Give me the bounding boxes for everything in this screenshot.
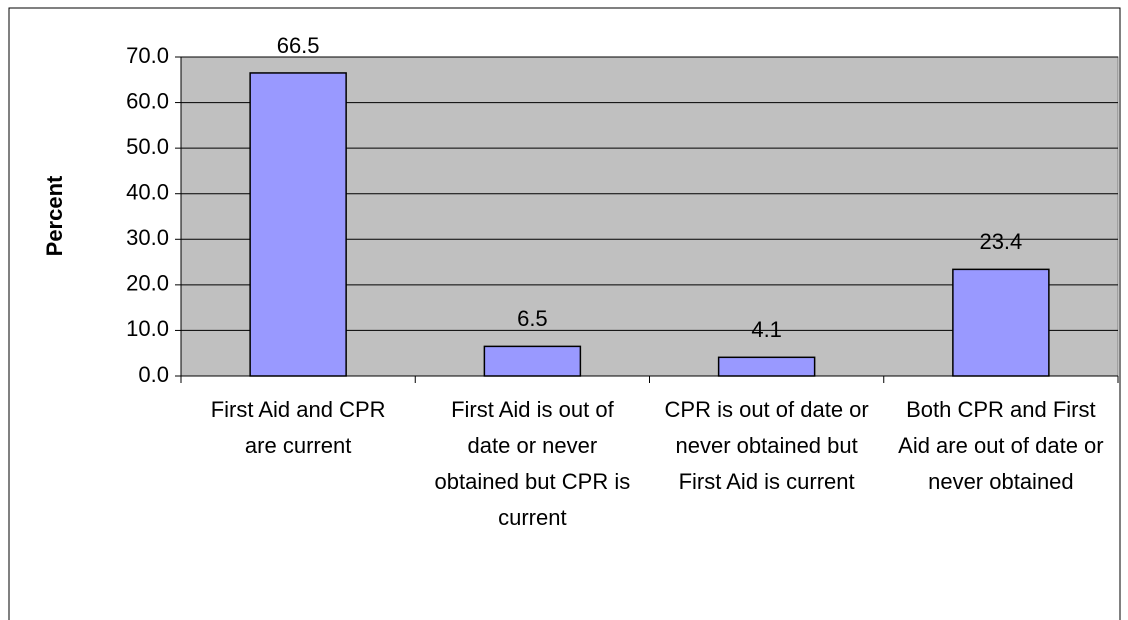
data-label: 66.5: [277, 33, 320, 58]
y-tick-label: 60.0: [126, 88, 169, 113]
bar: [249, 72, 347, 377]
y-tick-label: 10.0: [126, 316, 169, 341]
x-tick-label-box: First Aid is out of date or never obtain…: [434, 397, 631, 530]
y-tick-label: 20.0: [126, 271, 169, 296]
y-tick-label: 0.0: [138, 362, 169, 387]
bar: [483, 345, 582, 377]
y-axis-label: Percent: [42, 175, 67, 256]
data-label: 4.1: [751, 317, 782, 342]
x-tick-label-box: CPR is out of date or never obtained but…: [664, 397, 869, 494]
y-tick-label: 40.0: [126, 180, 169, 205]
y-tick-label: 70.0: [126, 43, 169, 68]
x-tick-label: First Aid and CPR are current: [210, 397, 386, 458]
x-tick-label: Both CPR and First Aid are out of date o…: [898, 397, 1104, 494]
bar: [717, 356, 816, 377]
x-tick-label: First Aid is out of date or never obtain…: [434, 397, 631, 530]
y-tick-label: 30.0: [126, 225, 169, 250]
y-tick-label: 50.0: [126, 134, 169, 159]
x-tick-label: CPR is out of date or never obtained but…: [664, 397, 869, 494]
bar: [952, 268, 1050, 377]
chart-border: [8, 7, 1121, 620]
x-tick-label-box: First Aid and CPR are current: [210, 397, 386, 458]
data-label: 6.5: [517, 306, 548, 331]
x-tick-label-box: Both CPR and First Aid are out of date o…: [898, 397, 1104, 494]
data-label: 23.4: [979, 229, 1022, 254]
